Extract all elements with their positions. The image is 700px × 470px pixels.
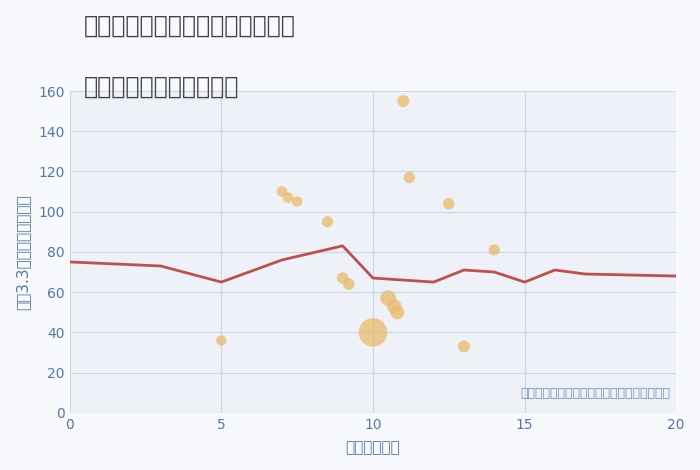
Y-axis label: 坪（3.3㎡）単価（万円）: 坪（3.3㎡）単価（万円） xyxy=(15,194,30,310)
Point xyxy=(343,280,354,288)
Point xyxy=(391,308,402,316)
Text: 駅距離別中古戸建て価格: 駅距離別中古戸建て価格 xyxy=(84,75,239,99)
Point xyxy=(458,343,470,350)
Text: 円の大きさは、取引のあった物件面積を示す: 円の大きさは、取引のあった物件面積を示す xyxy=(520,387,670,400)
Point xyxy=(276,188,288,196)
Point xyxy=(382,294,393,302)
Point xyxy=(322,218,333,226)
Point xyxy=(443,200,454,207)
Point xyxy=(337,274,348,282)
Point xyxy=(368,329,379,336)
X-axis label: 駅距離（分）: 駅距離（分） xyxy=(346,440,400,455)
Point xyxy=(216,337,227,344)
Point xyxy=(389,303,400,310)
Text: 愛知県名古屋市中川区十一番町の: 愛知県名古屋市中川区十一番町の xyxy=(84,14,296,38)
Point xyxy=(398,97,409,105)
Point xyxy=(489,246,500,254)
Point xyxy=(292,198,303,205)
Point xyxy=(404,174,415,181)
Point xyxy=(283,194,294,201)
